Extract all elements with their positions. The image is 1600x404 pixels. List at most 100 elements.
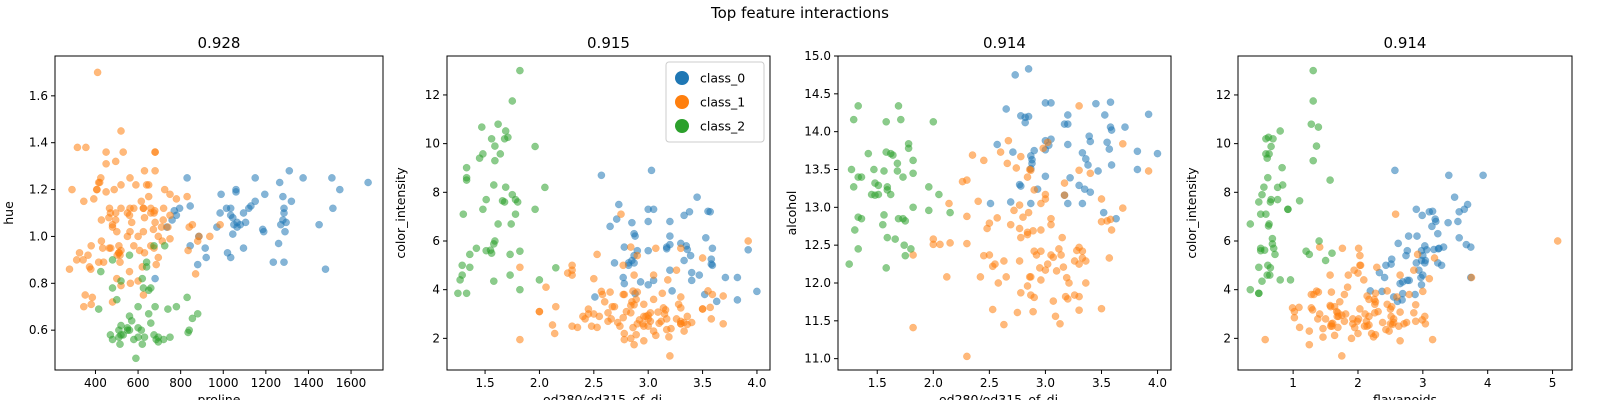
data-point <box>551 263 560 272</box>
data-point <box>1405 290 1414 299</box>
y-tick-label: 1.0 <box>29 229 48 243</box>
data-point <box>79 302 88 311</box>
data-point <box>963 352 971 361</box>
data-point <box>108 284 117 292</box>
data-point <box>1420 242 1429 250</box>
data-point <box>1000 320 1008 329</box>
data-point <box>1006 198 1015 206</box>
data-point <box>1084 161 1092 169</box>
legend-marker <box>675 119 689 133</box>
data-point <box>963 212 971 221</box>
data-point <box>589 310 598 318</box>
data-point <box>151 148 159 156</box>
x-tick-label: 1600 <box>336 376 367 390</box>
data-point <box>1267 142 1275 151</box>
data-point <box>134 232 142 241</box>
data-point <box>1372 263 1381 272</box>
data-point <box>613 318 622 327</box>
data-point <box>680 256 688 265</box>
data-point <box>129 204 138 213</box>
data-point <box>1055 245 1063 253</box>
data-point <box>1097 195 1106 203</box>
data-point <box>1354 315 1363 323</box>
data-point <box>125 251 134 260</box>
data-point <box>259 227 268 236</box>
data-point <box>1302 247 1310 256</box>
data-point <box>674 300 683 309</box>
data-point <box>479 205 487 214</box>
data-point <box>1343 283 1352 292</box>
data-point <box>1103 217 1111 225</box>
points-group <box>454 66 761 360</box>
data-point <box>1059 263 1068 271</box>
data-point <box>1081 279 1090 287</box>
data-point <box>465 263 474 272</box>
data-point <box>687 276 696 285</box>
data-point <box>1016 182 1025 190</box>
data-point <box>1025 165 1034 174</box>
data-point <box>880 167 888 175</box>
data-point <box>968 151 977 159</box>
data-point <box>183 293 191 302</box>
y-tick-label: 13.0 <box>804 200 831 214</box>
data-point <box>166 234 174 243</box>
data-point <box>614 200 623 209</box>
data-point <box>1004 136 1013 145</box>
data-point <box>1273 183 1282 192</box>
data-point <box>1462 240 1471 249</box>
data-point <box>1133 165 1142 174</box>
data-point <box>1264 133 1273 142</box>
data-point <box>1467 273 1476 282</box>
data-point <box>123 323 132 332</box>
data-point <box>1374 307 1382 316</box>
data-point <box>160 185 169 194</box>
data-point <box>993 214 1002 222</box>
data-point <box>1347 334 1356 343</box>
data-point <box>630 229 638 238</box>
data-point <box>93 68 102 77</box>
data-point <box>239 244 248 252</box>
data-point <box>654 308 662 316</box>
data-point <box>904 144 913 153</box>
x-tick-label: 2.0 <box>924 376 943 390</box>
data-point <box>946 239 954 247</box>
data-point <box>1105 254 1114 262</box>
data-point <box>1553 237 1562 245</box>
x-axis-label: od280/od315_of_di... <box>543 392 674 400</box>
data-point <box>183 192 191 201</box>
data-point <box>494 120 502 129</box>
data-point <box>666 217 674 226</box>
data-point <box>610 259 619 267</box>
data-point <box>854 173 863 181</box>
figure-suptitle: Top feature interactions <box>710 4 889 22</box>
data-point <box>1268 234 1277 243</box>
legend-marker <box>675 95 689 109</box>
data-point <box>501 183 510 192</box>
data-point <box>1321 256 1330 265</box>
data-point <box>1261 335 1270 344</box>
data-point <box>494 220 502 228</box>
data-point <box>1075 292 1083 301</box>
data-point <box>364 178 372 187</box>
data-point <box>151 218 159 227</box>
data-point <box>620 329 629 338</box>
data-point <box>1340 317 1349 326</box>
data-point <box>65 265 74 274</box>
y-tick-label: 12 <box>425 88 440 102</box>
data-point <box>285 166 294 175</box>
data-point <box>1254 198 1263 206</box>
data-point <box>140 213 149 222</box>
data-point <box>251 174 260 182</box>
data-point <box>102 148 110 156</box>
data-point <box>568 271 576 279</box>
data-point <box>1412 259 1421 267</box>
data-point <box>1356 261 1364 270</box>
data-point <box>636 278 645 286</box>
data-point <box>1455 233 1464 242</box>
data-point <box>899 173 907 181</box>
y-axis-label: alcohol <box>784 191 799 236</box>
data-point <box>644 217 653 226</box>
data-point <box>185 223 194 231</box>
panel-title: 0.914 <box>983 34 1026 52</box>
